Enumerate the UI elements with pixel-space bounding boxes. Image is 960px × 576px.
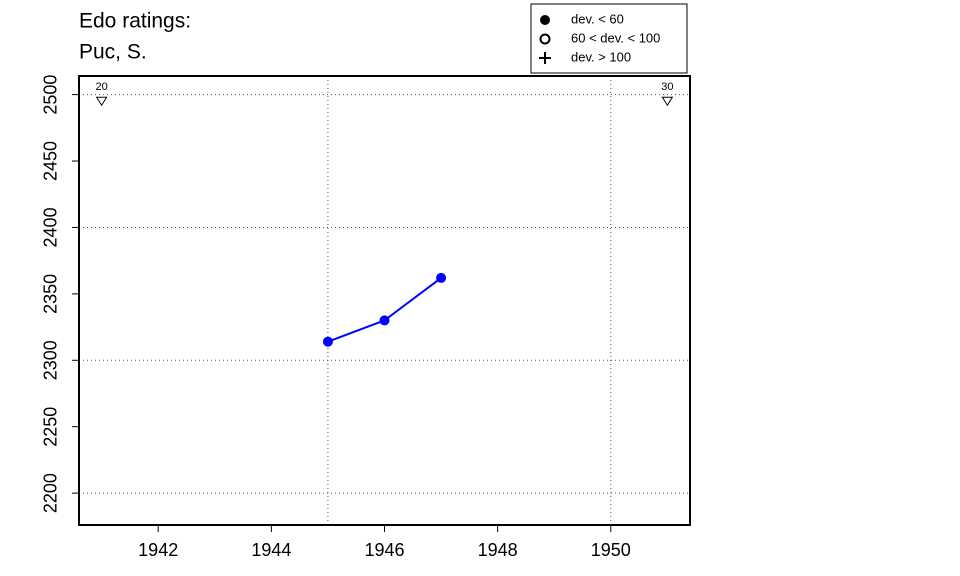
y-tick-label: 2250	[41, 407, 61, 447]
legend-label: 60 < dev. < 100	[571, 30, 660, 45]
legend-box	[530, 3, 688, 74]
y-tick-label: 2400	[41, 207, 61, 247]
legend-symbol	[539, 33, 551, 45]
y-tick-label: 2200	[41, 473, 61, 513]
x-tick-label: 1946	[364, 540, 404, 560]
annotation-marker	[661, 96, 674, 107]
x-tick-label: 1944	[251, 540, 291, 560]
x-tick-label: 1950	[591, 540, 631, 560]
chart-title: Edo ratings:	[79, 10, 191, 33]
annotation-label: 20	[96, 81, 108, 93]
legend-label: dev. < 60	[571, 11, 624, 26]
y-tick-label: 2350	[41, 274, 61, 314]
legend-label: dev. > 100	[571, 49, 631, 64]
legend-symbol	[540, 15, 550, 25]
y-tick-label: 2300	[41, 340, 61, 380]
x-tick-label: 1942	[138, 540, 178, 560]
y-tick-label: 2450	[41, 141, 61, 181]
data-point	[379, 315, 390, 326]
annotation-label: 30	[661, 81, 673, 93]
series-line	[327, 277, 442, 343]
chart-subtitle: Puc, S.	[79, 41, 147, 64]
x-tick-label: 1948	[478, 540, 518, 560]
plot-frame	[78, 75, 691, 526]
annotation-marker	[95, 96, 108, 107]
legend-symbol	[539, 52, 551, 64]
y-tick-label: 2500	[41, 75, 61, 115]
data-point	[322, 336, 333, 347]
data-point	[436, 272, 447, 283]
